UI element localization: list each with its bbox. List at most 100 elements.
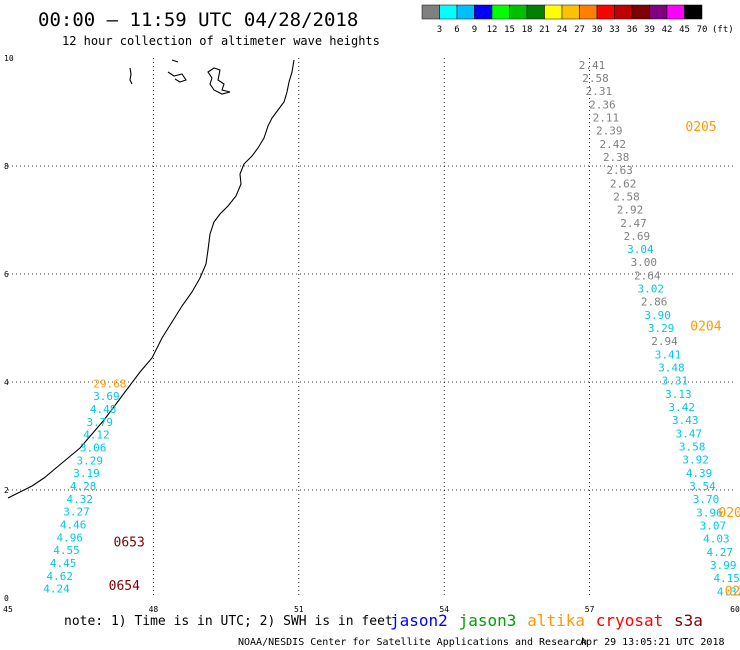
pass-time-label: 020 (718, 506, 740, 521)
color-swatch (474, 4, 493, 20)
color-swatch (526, 4, 545, 20)
lon-tick-label: 48 (149, 605, 159, 614)
map-subtitle: 12 hour collection of altimeter wave hei… (62, 34, 380, 48)
color-scale-unit: (ft) (712, 25, 734, 35)
swh-label: 3.27 (63, 506, 90, 519)
swh-label: 3.58 (679, 441, 706, 454)
swh-label: 4.37 (717, 585, 740, 598)
color-swatch (561, 4, 580, 20)
swh-label: 4.03 (703, 533, 730, 546)
swh-label: 4.39 (686, 467, 713, 480)
swh-label: 2.11 (593, 111, 620, 124)
lat-tick-label: 8 (4, 162, 9, 171)
swh-label: 3.70 (693, 493, 720, 506)
swh-label: 2.92 (617, 204, 644, 217)
color-scale-label: 27 (574, 25, 585, 35)
swh-label: 4.46 (60, 518, 87, 531)
swh-label: 3.54 (689, 480, 716, 493)
swh-label: 3.41 (655, 348, 682, 361)
lon-tick-label: 57 (585, 605, 595, 614)
swh-label: 29.68 (93, 377, 126, 390)
pass-time-label: 0654 (109, 579, 140, 594)
lat-tick-label: 6 (4, 270, 9, 279)
swh-label: 2.39 (596, 125, 623, 138)
color-swatch (614, 4, 633, 20)
footer-timestamp: Apr 29 13:05:21 UTC 2018 (580, 637, 725, 648)
color-swatch (509, 4, 528, 20)
swh-label: 3.29 (77, 454, 104, 467)
swh-label: 2.94 (651, 335, 678, 348)
color-scale-label: 18 (522, 25, 533, 35)
swh-label: 2.42 (599, 138, 626, 151)
swh-label: 3.31 (662, 375, 689, 388)
swh-label: 4.24 (43, 583, 70, 596)
map-title: 00:00 – 11:59 UTC 04/28/2018 (38, 9, 358, 31)
color-swatch (579, 4, 598, 20)
footer-note: note: 1) Time is in UTC; 2) SWH is in fe… (64, 614, 393, 629)
color-scale-label: 21 (539, 25, 550, 35)
legend-item-altika: altika (527, 611, 585, 630)
satellite-legend: jason2 jason3 altika cryosat s3a (390, 611, 703, 630)
pass-time-label: 0205 (685, 120, 716, 135)
swh-label: 4.27 (707, 546, 734, 559)
lon-tick-label: 54 (439, 605, 449, 614)
swh-label: 4.62 (47, 570, 74, 583)
swh-label: 4.12 (83, 429, 110, 442)
footer-credit: NOAA/NESDIS Center for Satellite Applica… (238, 637, 587, 648)
swh-label: 4.45 (50, 557, 77, 570)
swh-label: 2.47 (620, 217, 647, 230)
swh-label: 3.92 (682, 454, 709, 467)
swh-label: 3.90 (644, 309, 671, 322)
legend-item-jason2: jason2 (390, 611, 448, 630)
color-swatch (596, 4, 615, 20)
swh-label: 3.07 (700, 519, 727, 532)
color-swatch (544, 4, 563, 20)
legend-item-cryosat: cryosat (596, 611, 663, 630)
color-scale-label: 6 (454, 25, 459, 35)
swh-label: 4.96 (57, 531, 84, 544)
lon-tick-label: 60 (730, 605, 740, 614)
color-scale-label: 15 (504, 25, 515, 35)
swh-label: 2.64 (634, 269, 661, 282)
swh-label: 4.55 (53, 544, 80, 557)
swh-label: 2.58 (613, 190, 640, 203)
swh-label: 2.86 (641, 296, 668, 309)
map-axis-ticks: 45 48 51 54 57 60 02 4 6 8 10 (3, 54, 740, 614)
color-swatch (439, 4, 458, 20)
swh-label: 2.36 (589, 98, 616, 111)
pass-time-label: 02 (725, 584, 740, 599)
swh-label: 3.29 (648, 322, 675, 335)
swh-label: 3.06 (80, 442, 107, 455)
color-swatch (684, 4, 703, 20)
color-scale-label: 12 (487, 25, 498, 35)
legend-item-s3a: s3a (674, 611, 703, 630)
color-swatch (666, 4, 685, 20)
lat-tick-label: 4 (4, 378, 9, 387)
lon-tick-label: 45 (3, 605, 13, 614)
swh-label: 4.15 (713, 572, 740, 585)
swh-label: 2.58 (582, 72, 609, 85)
pass-time-label: 0653 (114, 536, 145, 551)
lat-tick-label: 10 (4, 54, 14, 63)
swh-label: 3.69 (93, 390, 120, 403)
lat-tick-label: 0 (4, 594, 9, 603)
color-scale-label: 24 (557, 25, 568, 35)
swh-label: 3.47 (675, 427, 702, 440)
swh-label: 3.19 (73, 467, 100, 480)
swh-label: 2.69 (624, 230, 651, 243)
color-scale-label: 45 (679, 25, 690, 35)
altimeter-tracks: 4.244.624.454.554.964.463.274.324.283.19… (43, 59, 740, 599)
color-swatch (491, 4, 510, 20)
color-scale-label: 3 (437, 25, 442, 35)
lon-tick-label: 51 (294, 605, 304, 614)
coastline (7, 59, 295, 499)
color-scale-label: 33 (609, 25, 620, 35)
swh-label: 3.43 (672, 414, 699, 427)
color-swatch (649, 4, 668, 20)
color-swatch (456, 4, 475, 20)
color-scale-label: 36 (627, 25, 638, 35)
pass-time-label: 0204 (690, 320, 721, 335)
swh-label: 2.63 (606, 164, 633, 177)
color-scale-label: 70 (697, 25, 708, 35)
swh-label: 2.38 (603, 151, 630, 164)
